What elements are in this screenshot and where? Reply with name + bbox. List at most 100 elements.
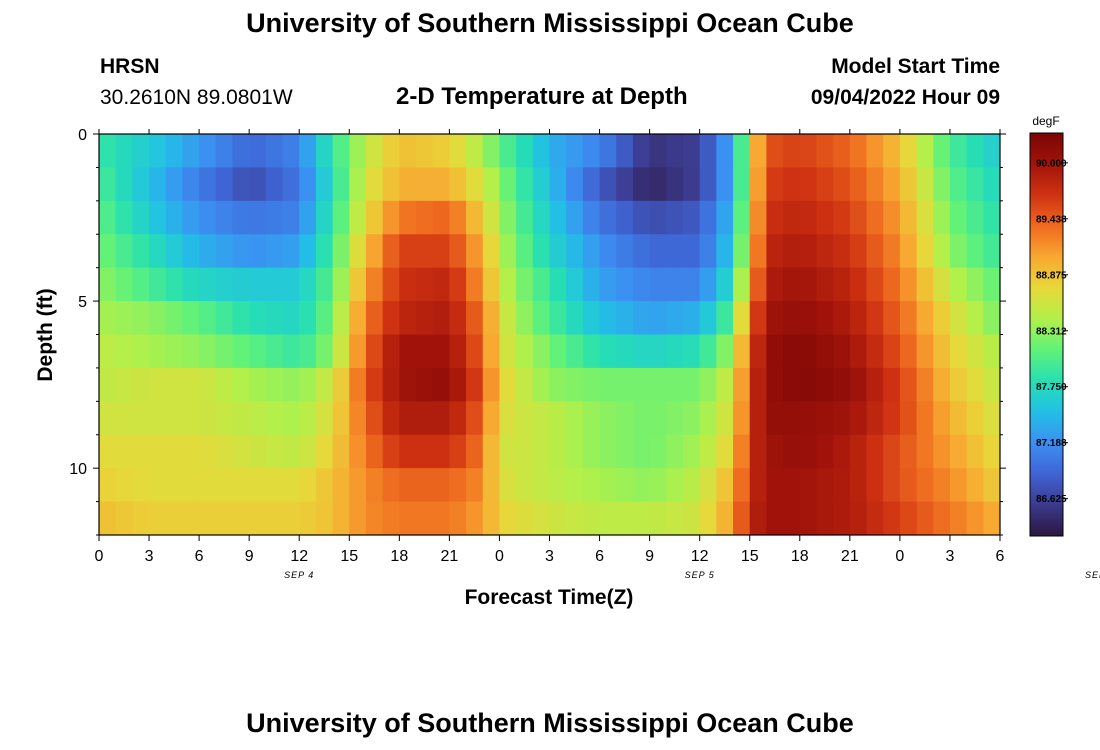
heatmap-cell	[115, 267, 133, 302]
x-tick-label: 12	[691, 548, 709, 565]
heatmap-cell	[649, 367, 667, 402]
heatmap-cell	[149, 501, 167, 535]
heatmap-cell	[499, 468, 517, 503]
heatmap-cell	[165, 367, 184, 402]
heatmap-cell	[632, 267, 651, 302]
heatmap-cell	[466, 301, 484, 336]
heatmap-cell	[866, 200, 884, 235]
heatmap-cell	[282, 301, 300, 336]
heatmap-cell	[232, 401, 250, 436]
heatmap-cell	[632, 468, 651, 503]
heatmap-cell	[365, 301, 384, 336]
heatmap-cell	[816, 200, 834, 235]
heatmap-cell	[582, 301, 601, 336]
x-tick-label: 15	[340, 548, 358, 565]
heatmap-cell	[883, 401, 901, 436]
colorbar-label: 90.000	[1036, 158, 1067, 169]
heatmap-cell	[265, 367, 284, 402]
heatmap-cell	[382, 334, 400, 369]
heatmap-cell	[766, 134, 784, 169]
heatmap-cell	[783, 468, 801, 503]
heatmap-cell	[182, 401, 200, 436]
heatmap-cell	[582, 501, 601, 535]
date-label: SEP 5	[685, 570, 715, 580]
heatmap-cell	[933, 200, 951, 235]
heatmap	[99, 134, 1000, 535]
heatmap-cell	[616, 134, 634, 169]
heatmap-cell	[99, 434, 117, 469]
heatmap-cell	[983, 401, 1000, 436]
heatmap-cell	[399, 434, 417, 469]
heatmap-cell	[282, 501, 300, 535]
heatmap-cell	[966, 234, 984, 269]
heatmap-cell	[249, 367, 267, 402]
heatmap-cell	[165, 234, 184, 269]
heatmap-cell	[783, 501, 801, 535]
heatmap-cell	[165, 468, 184, 503]
heatmap-cell	[315, 401, 334, 436]
heatmap-cell	[833, 334, 851, 369]
heatmap-cell	[382, 468, 400, 503]
heatmap-cell	[933, 301, 951, 336]
heatmap-cell	[649, 200, 667, 235]
heatmap-cell	[983, 301, 1000, 336]
heatmap-cell	[916, 200, 934, 235]
heatmap-cell	[282, 468, 300, 503]
heatmap-cell	[899, 200, 918, 235]
heatmap-cell	[799, 434, 818, 469]
heatmap-cell	[833, 367, 851, 402]
heatmap-cell	[983, 134, 1000, 169]
heatmap-cell	[265, 501, 284, 535]
heatmap-cell	[516, 501, 534, 535]
heatmap-cell	[182, 167, 200, 202]
heatmap-cell	[282, 267, 300, 302]
heatmap-cell	[749, 468, 768, 503]
heatmap-cell	[699, 267, 717, 302]
heatmap-cell	[632, 200, 651, 235]
heatmap-cell	[733, 167, 751, 202]
heatmap-cell	[265, 167, 284, 202]
heatmap-cell	[666, 301, 684, 336]
heatmap-cell	[299, 334, 317, 369]
heatmap-cell	[582, 434, 601, 469]
heatmap-cell	[99, 468, 117, 503]
heatmap-cell	[265, 234, 284, 269]
heatmap-cell	[432, 134, 450, 169]
heatmap-cell	[883, 501, 901, 535]
heatmap-cell	[149, 468, 167, 503]
heatmap-cell	[549, 367, 567, 402]
heatmap-cell	[632, 234, 651, 269]
heatmap-cell	[766, 234, 784, 269]
heatmap-cell	[682, 367, 701, 402]
heatmap-cell	[632, 167, 651, 202]
heatmap-cell	[115, 134, 133, 169]
heatmap-cell	[833, 434, 851, 469]
heatmap-cell	[149, 134, 167, 169]
colorbar: degF 90.000 89.438 88.875 88.312 87.750 87.18…	[1029, 114, 1068, 537]
colorbar-label: 88.312	[1036, 326, 1067, 337]
heatmap-cell	[215, 434, 234, 469]
heatmap-cell	[516, 167, 534, 202]
heatmap-cell	[332, 200, 350, 235]
heatmap-cell	[499, 200, 517, 235]
heatmap-cell	[549, 234, 567, 269]
heatmap-cell	[332, 401, 350, 436]
heatmap-cell	[866, 334, 884, 369]
heatmap-cell	[766, 401, 784, 436]
heatmap-cell	[315, 200, 334, 235]
heatmap-cell	[499, 401, 517, 436]
heatmap-cell	[566, 234, 584, 269]
heatmap-cell	[532, 468, 551, 503]
heatmap-cell	[232, 501, 250, 535]
heatmap-cell	[215, 167, 234, 202]
heatmap-cell	[733, 334, 751, 369]
heatmap-cell	[949, 501, 968, 535]
heatmap-cell	[632, 401, 651, 436]
heatmap-cell	[432, 367, 450, 402]
heatmap-cell	[232, 301, 250, 336]
heatmap-cell	[115, 401, 133, 436]
heatmap-cell	[382, 367, 400, 402]
heatmap-cell	[849, 434, 868, 469]
heatmap-cell	[649, 468, 667, 503]
heatmap-cell	[899, 401, 918, 436]
